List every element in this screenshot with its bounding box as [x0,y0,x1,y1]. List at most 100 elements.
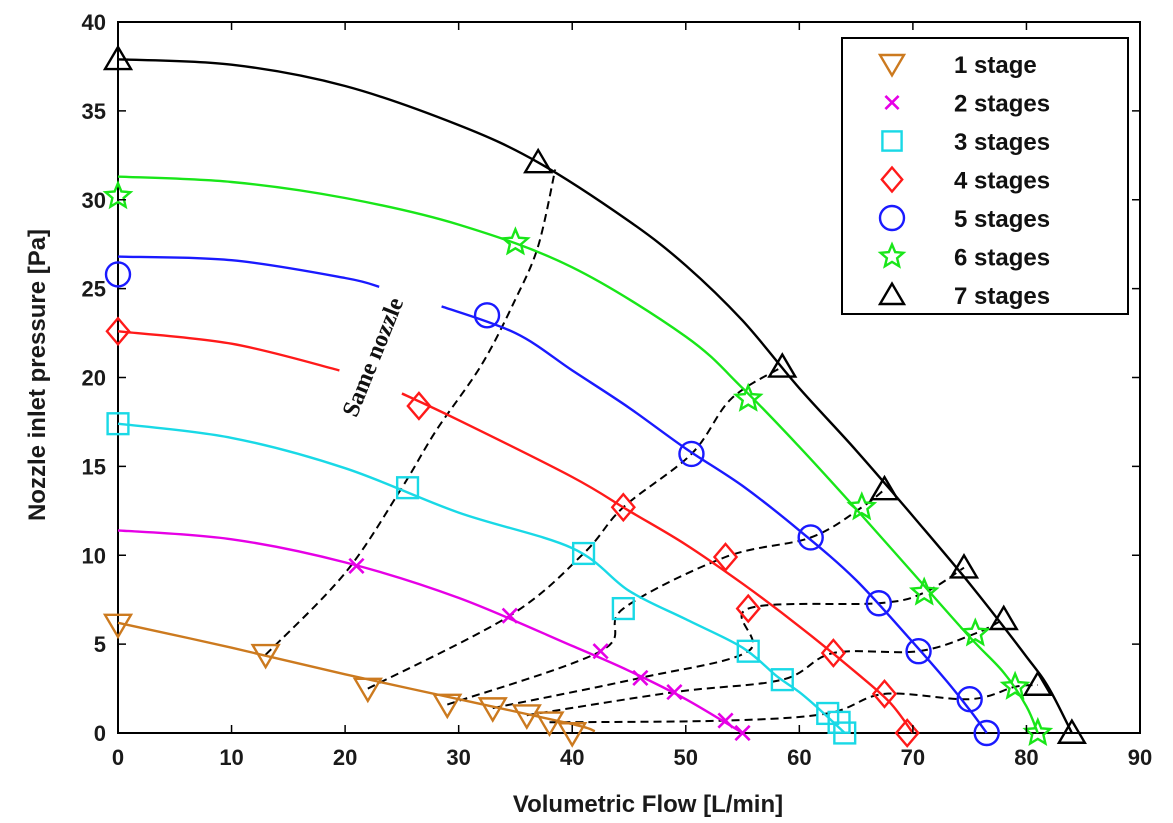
data-point-4-stages [735,593,761,624]
y-tick-label: 5 [94,632,106,657]
legend-entry-7-stages: 7 stages [877,281,1050,310]
legend-label-1-stage: 1 stage [954,52,1037,79]
series-6-stages [102,175,1054,746]
x-tick-label: 50 [674,745,698,770]
data-point-5-stages [905,638,932,665]
legend-entry-5-stages: 5 stages [878,204,1050,233]
legend-marker-4-stages [880,165,904,194]
legend-marker-3-stages [881,130,903,152]
series-line-5-stages [117,255,988,734]
data-point-5-stages [865,590,893,617]
y-tick-label: 0 [94,721,106,746]
legend-entry-2-stages: 2 stages [884,91,1050,118]
data-point-5-stages [473,302,501,329]
y-axis-ticks: 0 5 10 15 20 25 30 35 40 [82,10,1140,746]
data-point-1-stage [557,722,588,748]
data-point-2-stages [717,712,734,729]
data-point-7-stages [767,352,798,378]
data-point-4-stages [871,679,898,709]
legend-entry-6-stages: 6 stages [877,241,1050,272]
legend-marker-6-stages [877,241,907,269]
same-nozzle-line-6 [549,684,1038,724]
x-tick-label: 60 [787,745,811,770]
data-point-7-stages [988,604,1019,631]
data-point-1-stage [534,711,565,738]
series-5-stages [104,255,1000,747]
legend: 1 stage 2 stages 3 stages 4 stages 5 stages 6… [841,37,1129,315]
data-point-6-stages [500,226,531,256]
data-point-6-stages [846,491,878,521]
legend-label-4-stages: 4 stages [954,168,1050,195]
data-point-6-stages [732,382,764,412]
series-3-stages [106,412,857,745]
data-point-4-stages [406,391,432,421]
legend-label-7-stages: 7 stages [954,283,1050,310]
y-tick-label: 30 [82,188,106,213]
data-point-1-stage [250,643,281,670]
x-tick-label: 30 [446,745,470,770]
data-point-6-stages [908,576,940,606]
x-tick-label: 40 [560,745,584,770]
y-tick-label: 35 [82,99,106,124]
series-2-stages [117,529,751,742]
data-point-5-stages [973,719,1000,747]
data-point-4-stages [712,542,739,572]
data-point-1-stage [477,697,508,723]
legend-label-6-stages: 6 stages [954,245,1050,272]
data-point-7-stages [102,44,134,71]
y-tick-label: 10 [82,543,106,568]
data-point-2-stages [501,607,518,624]
plot-area [102,21,1141,748]
data-point-3-stages [395,476,420,500]
data-point-3-stages [736,639,760,663]
legend-box [841,37,1129,315]
same-nozzle-line-2 [367,365,783,690]
legend-marker-1-stage [877,53,907,78]
legend-entry-4-stages: 4 stages [880,165,1050,195]
series-line-2-stages [117,529,744,735]
data-point-2-stages [348,557,365,574]
data-point-7-stages [523,147,554,174]
data-point-6-stages [999,670,1031,700]
data-point-1-stage [352,677,383,704]
data-point-6-stages [102,180,134,210]
data-point-6-stages [960,617,991,647]
data-point-7-stages [1056,718,1087,744]
series-line-3-stages [117,422,846,734]
data-point-7-stages [869,474,900,501]
series-line-6-stages [117,175,1039,734]
y-tick-label: 25 [82,277,106,302]
x-axis-ticks: 0 10 20 30 40 50 60 70 80 90 [112,22,1152,770]
legend-label-5-stages: 5 stages [954,206,1050,233]
x-tick-label: 20 [333,745,357,770]
x-tick-label: 0 [112,745,124,770]
series-line-4-stages [117,330,914,734]
data-point-4-stages [894,718,920,748]
data-point-5-stages [104,261,132,288]
data-point-4-stages [820,638,847,668]
legend-entry-3-stages: 3 stages [881,129,1050,156]
x-tick-label: 80 [1014,745,1038,770]
y-axis-label: Nozzle inlet pressure [Pa] [24,229,51,521]
data-point-3-stages [106,412,130,436]
data-point-2-stages [632,669,649,686]
x-axis-label: Volumetric Flow [L/min] [513,791,783,818]
data-point-4-stages [610,492,636,523]
legend-marker-5-stages [878,204,906,232]
data-point-3-stages [770,668,794,692]
x-tick-label: 10 [219,745,243,770]
legend-label-2-stages: 2 stages [954,91,1050,118]
y-tick-label: 20 [82,366,106,391]
legend-label-3-stages: 3 stages [954,129,1050,156]
data-point-5-stages [956,686,983,713]
data-point-3-stages [833,721,857,745]
data-point-1-stage [432,693,463,720]
series-line-7-stages [117,58,1073,734]
data-point-5-stages [678,440,705,468]
data-point-2-stages [592,643,609,660]
data-point-1-stage [511,704,542,730]
data-point-2-stages [666,684,683,701]
y-tick-label: 15 [82,454,106,479]
series-4-stages [105,316,920,748]
data-point-5-stages [797,524,824,551]
